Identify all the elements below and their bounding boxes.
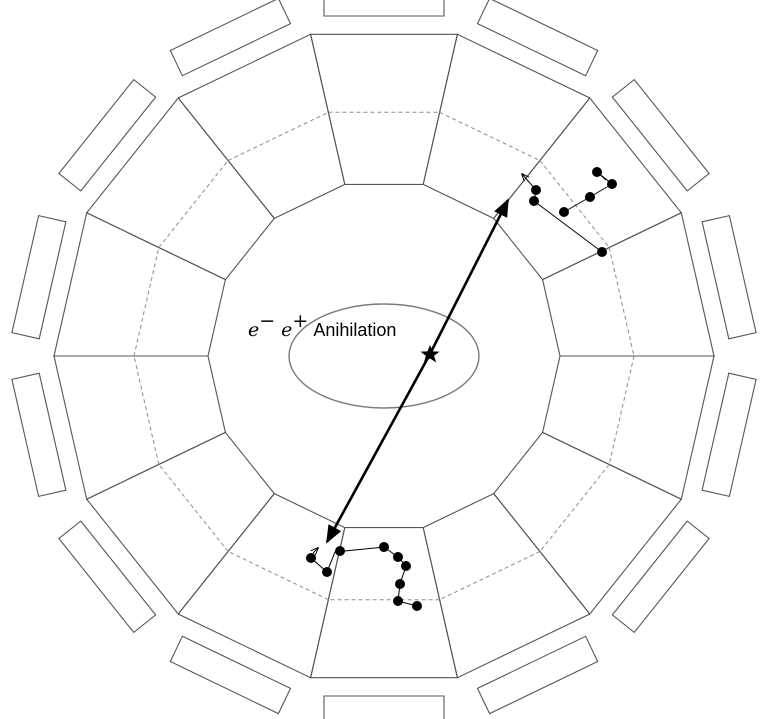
detector-module [422, 492, 591, 679]
module-divider [158, 160, 229, 248]
module-divider [608, 247, 635, 357]
scatter-hit [393, 596, 403, 606]
detector-module [53, 212, 227, 357]
readout-box [169, 0, 292, 77]
scatter-hit [585, 192, 595, 202]
scatter-path [533, 200, 603, 253]
gamma-ray-lower [325, 353, 432, 544]
detector-module [53, 355, 227, 500]
scatter-hit [559, 207, 569, 217]
readout-box [169, 635, 292, 715]
module-divider [133, 247, 160, 357]
scatter-cluster-upper-right [559, 167, 617, 217]
readout-box [611, 520, 710, 634]
positron-sign: + [292, 310, 308, 332]
module-divider [227, 551, 329, 601]
detector-ring [11, 0, 757, 719]
scatter-path [310, 546, 385, 573]
field-of-view-ellipse [288, 303, 480, 409]
detector-module [541, 212, 715, 357]
readout-box [323, 695, 445, 719]
electron-symbol: e [248, 319, 259, 341]
readout-box [611, 78, 710, 192]
detector-module [422, 33, 591, 220]
scatter-cluster-lower-right [379, 542, 422, 611]
readout-box [58, 520, 157, 634]
scatter-hit [335, 546, 345, 556]
readout-box [11, 372, 67, 498]
positron-symbol: e [281, 319, 292, 341]
detector-module [492, 431, 683, 615]
module-divider [439, 551, 541, 601]
module-divider [608, 355, 635, 465]
detector-module [492, 97, 683, 281]
scatter-hit [412, 601, 422, 611]
readout-box [58, 78, 157, 192]
annihilation-text: Anihilation [313, 320, 396, 340]
scatter-hit [401, 561, 411, 571]
scatter-hit [531, 185, 541, 195]
module-divider [158, 464, 229, 552]
module-divider [539, 464, 610, 552]
detector-module [177, 492, 346, 679]
scatter-hit [592, 167, 602, 177]
star-icon [420, 345, 440, 363]
detector-module [177, 33, 346, 220]
detector-module [309, 33, 459, 185]
scatter-hit [322, 567, 332, 577]
scatter-hit [393, 552, 403, 562]
readout-box [476, 0, 599, 77]
readout-box [701, 372, 757, 498]
scatter-hit [597, 247, 607, 257]
annihilation-label: e− e+ Anihilation [248, 310, 396, 341]
scatter-cluster-upper-left [522, 174, 607, 257]
module-divider [539, 160, 610, 248]
readout-box [701, 214, 757, 340]
module-divider [439, 111, 541, 161]
scatter-hit [607, 179, 617, 189]
readout-box [323, 0, 445, 17]
scatter-hit [395, 579, 405, 589]
readout-box [11, 214, 67, 340]
scatter-cluster-lower-left [306, 546, 385, 577]
gamma-ray-upper [428, 198, 510, 355]
module-divider [227, 111, 329, 161]
electron-sign: − [259, 310, 275, 332]
detector-module [541, 355, 715, 500]
module-divider [133, 355, 160, 465]
scatter-path [563, 171, 613, 213]
detector-module [85, 431, 276, 615]
readout-box [476, 635, 599, 715]
detector-module [85, 97, 276, 281]
scatter-hit [306, 553, 316, 563]
scatter-hit [379, 542, 389, 552]
